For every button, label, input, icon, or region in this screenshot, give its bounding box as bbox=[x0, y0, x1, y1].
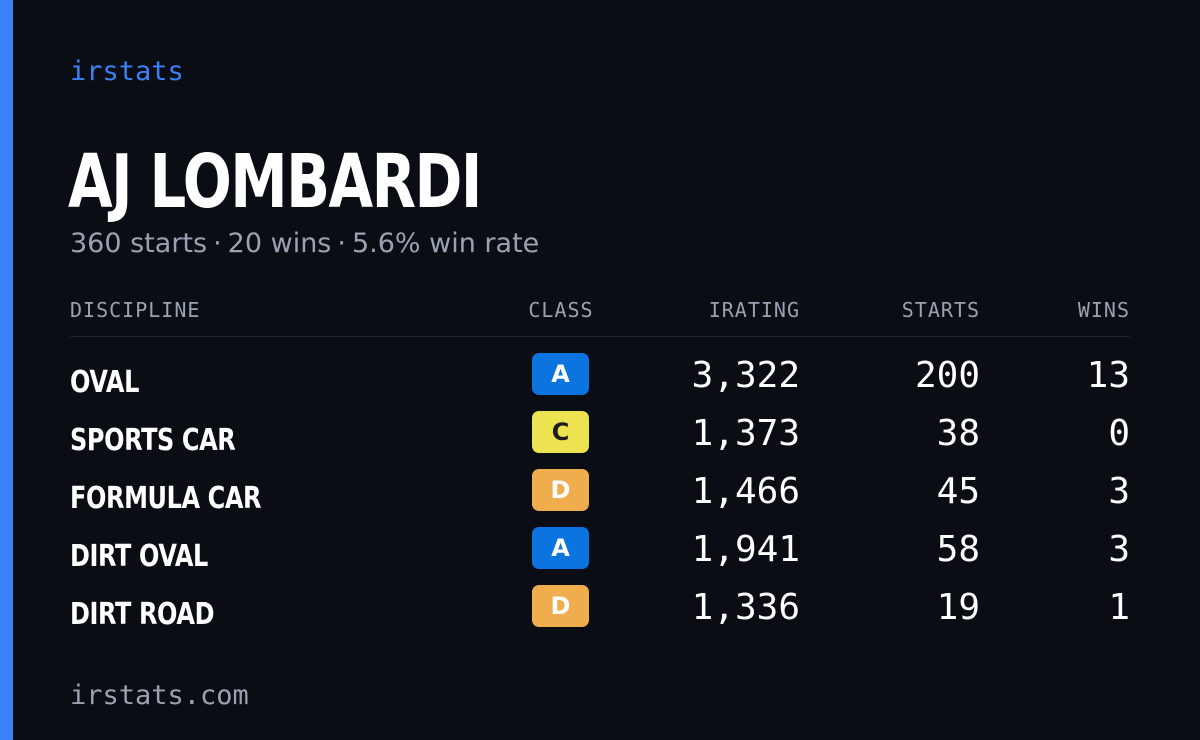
brand-logo-text: irstats bbox=[70, 56, 184, 87]
win-rate-summary: 5.6% win rate bbox=[351, 228, 540, 259]
separator: · bbox=[337, 228, 346, 259]
header-starts: STARTS bbox=[901, 298, 980, 322]
driver-summary: 360 starts · 20 wins · 5.6% win rate bbox=[70, 228, 539, 259]
header-wins: WINS bbox=[1077, 298, 1130, 322]
header-class: CLASS bbox=[528, 298, 594, 322]
class-cell: C bbox=[532, 411, 589, 453]
class-cell: D bbox=[532, 469, 589, 511]
irating-cell: 1,941 bbox=[691, 529, 800, 570]
table-row: SPORTS CAR C 1,373 38 0 bbox=[70, 411, 1130, 469]
discipline-cell: DIRT ROAD bbox=[70, 597, 215, 632]
header-discipline: DISCIPLINE bbox=[70, 298, 201, 322]
class-badge: A bbox=[532, 527, 589, 569]
class-badge: D bbox=[532, 585, 589, 627]
irating-cell: 1,466 bbox=[691, 471, 800, 512]
class-cell: D bbox=[532, 585, 589, 627]
wins-cell: 1 bbox=[1108, 587, 1130, 628]
table-header: DISCIPLINE CLASS IRATING STARTS WINS bbox=[70, 298, 1130, 337]
header-irating: IRATING bbox=[708, 298, 800, 322]
class-badge: A bbox=[532, 353, 589, 395]
starts-cell: 38 bbox=[936, 413, 980, 454]
wins-cell: 3 bbox=[1108, 529, 1130, 570]
table-row: DIRT OVAL A 1,941 58 3 bbox=[70, 527, 1130, 585]
starts-cell: 45 bbox=[936, 471, 980, 512]
separator: · bbox=[213, 228, 222, 259]
table-body: OVAL A 3,322 200 13 SPORTS CAR C 1,373 3… bbox=[70, 353, 1130, 643]
table-row: OVAL A 3,322 200 13 bbox=[70, 353, 1130, 411]
discipline-cell: FORMULA CAR bbox=[70, 481, 262, 516]
wins-cell: 0 bbox=[1108, 413, 1130, 454]
irating-cell: 1,336 bbox=[691, 587, 800, 628]
starts-cell: 19 bbox=[936, 587, 980, 628]
wins-cell: 13 bbox=[1086, 355, 1130, 396]
discipline-cell: OVAL bbox=[70, 365, 139, 400]
starts-summary: 360 starts bbox=[70, 228, 208, 259]
discipline-cell: DIRT OVAL bbox=[70, 539, 208, 574]
class-cell: A bbox=[532, 353, 589, 395]
license-table: DISCIPLINE CLASS IRATING STARTS WINS OVA… bbox=[70, 298, 1130, 643]
table-row: FORMULA CAR D 1,466 45 3 bbox=[70, 469, 1130, 527]
irating-cell: 1,373 bbox=[691, 413, 800, 454]
table-row: DIRT ROAD D 1,336 19 1 bbox=[70, 585, 1130, 643]
wins-summary: 20 wins bbox=[227, 228, 332, 259]
accent-bar bbox=[0, 0, 13, 740]
class-badge: C bbox=[532, 411, 589, 453]
starts-cell: 58 bbox=[936, 529, 980, 570]
class-badge: D bbox=[532, 469, 589, 511]
irating-cell: 3,322 bbox=[691, 355, 800, 396]
footer-url: irstats.com bbox=[70, 680, 249, 711]
wins-cell: 3 bbox=[1108, 471, 1130, 512]
discipline-cell: SPORTS CAR bbox=[70, 423, 236, 458]
driver-name: AJ LOMBARDI bbox=[68, 139, 482, 225]
class-cell: A bbox=[532, 527, 589, 569]
starts-cell: 200 bbox=[914, 355, 980, 396]
